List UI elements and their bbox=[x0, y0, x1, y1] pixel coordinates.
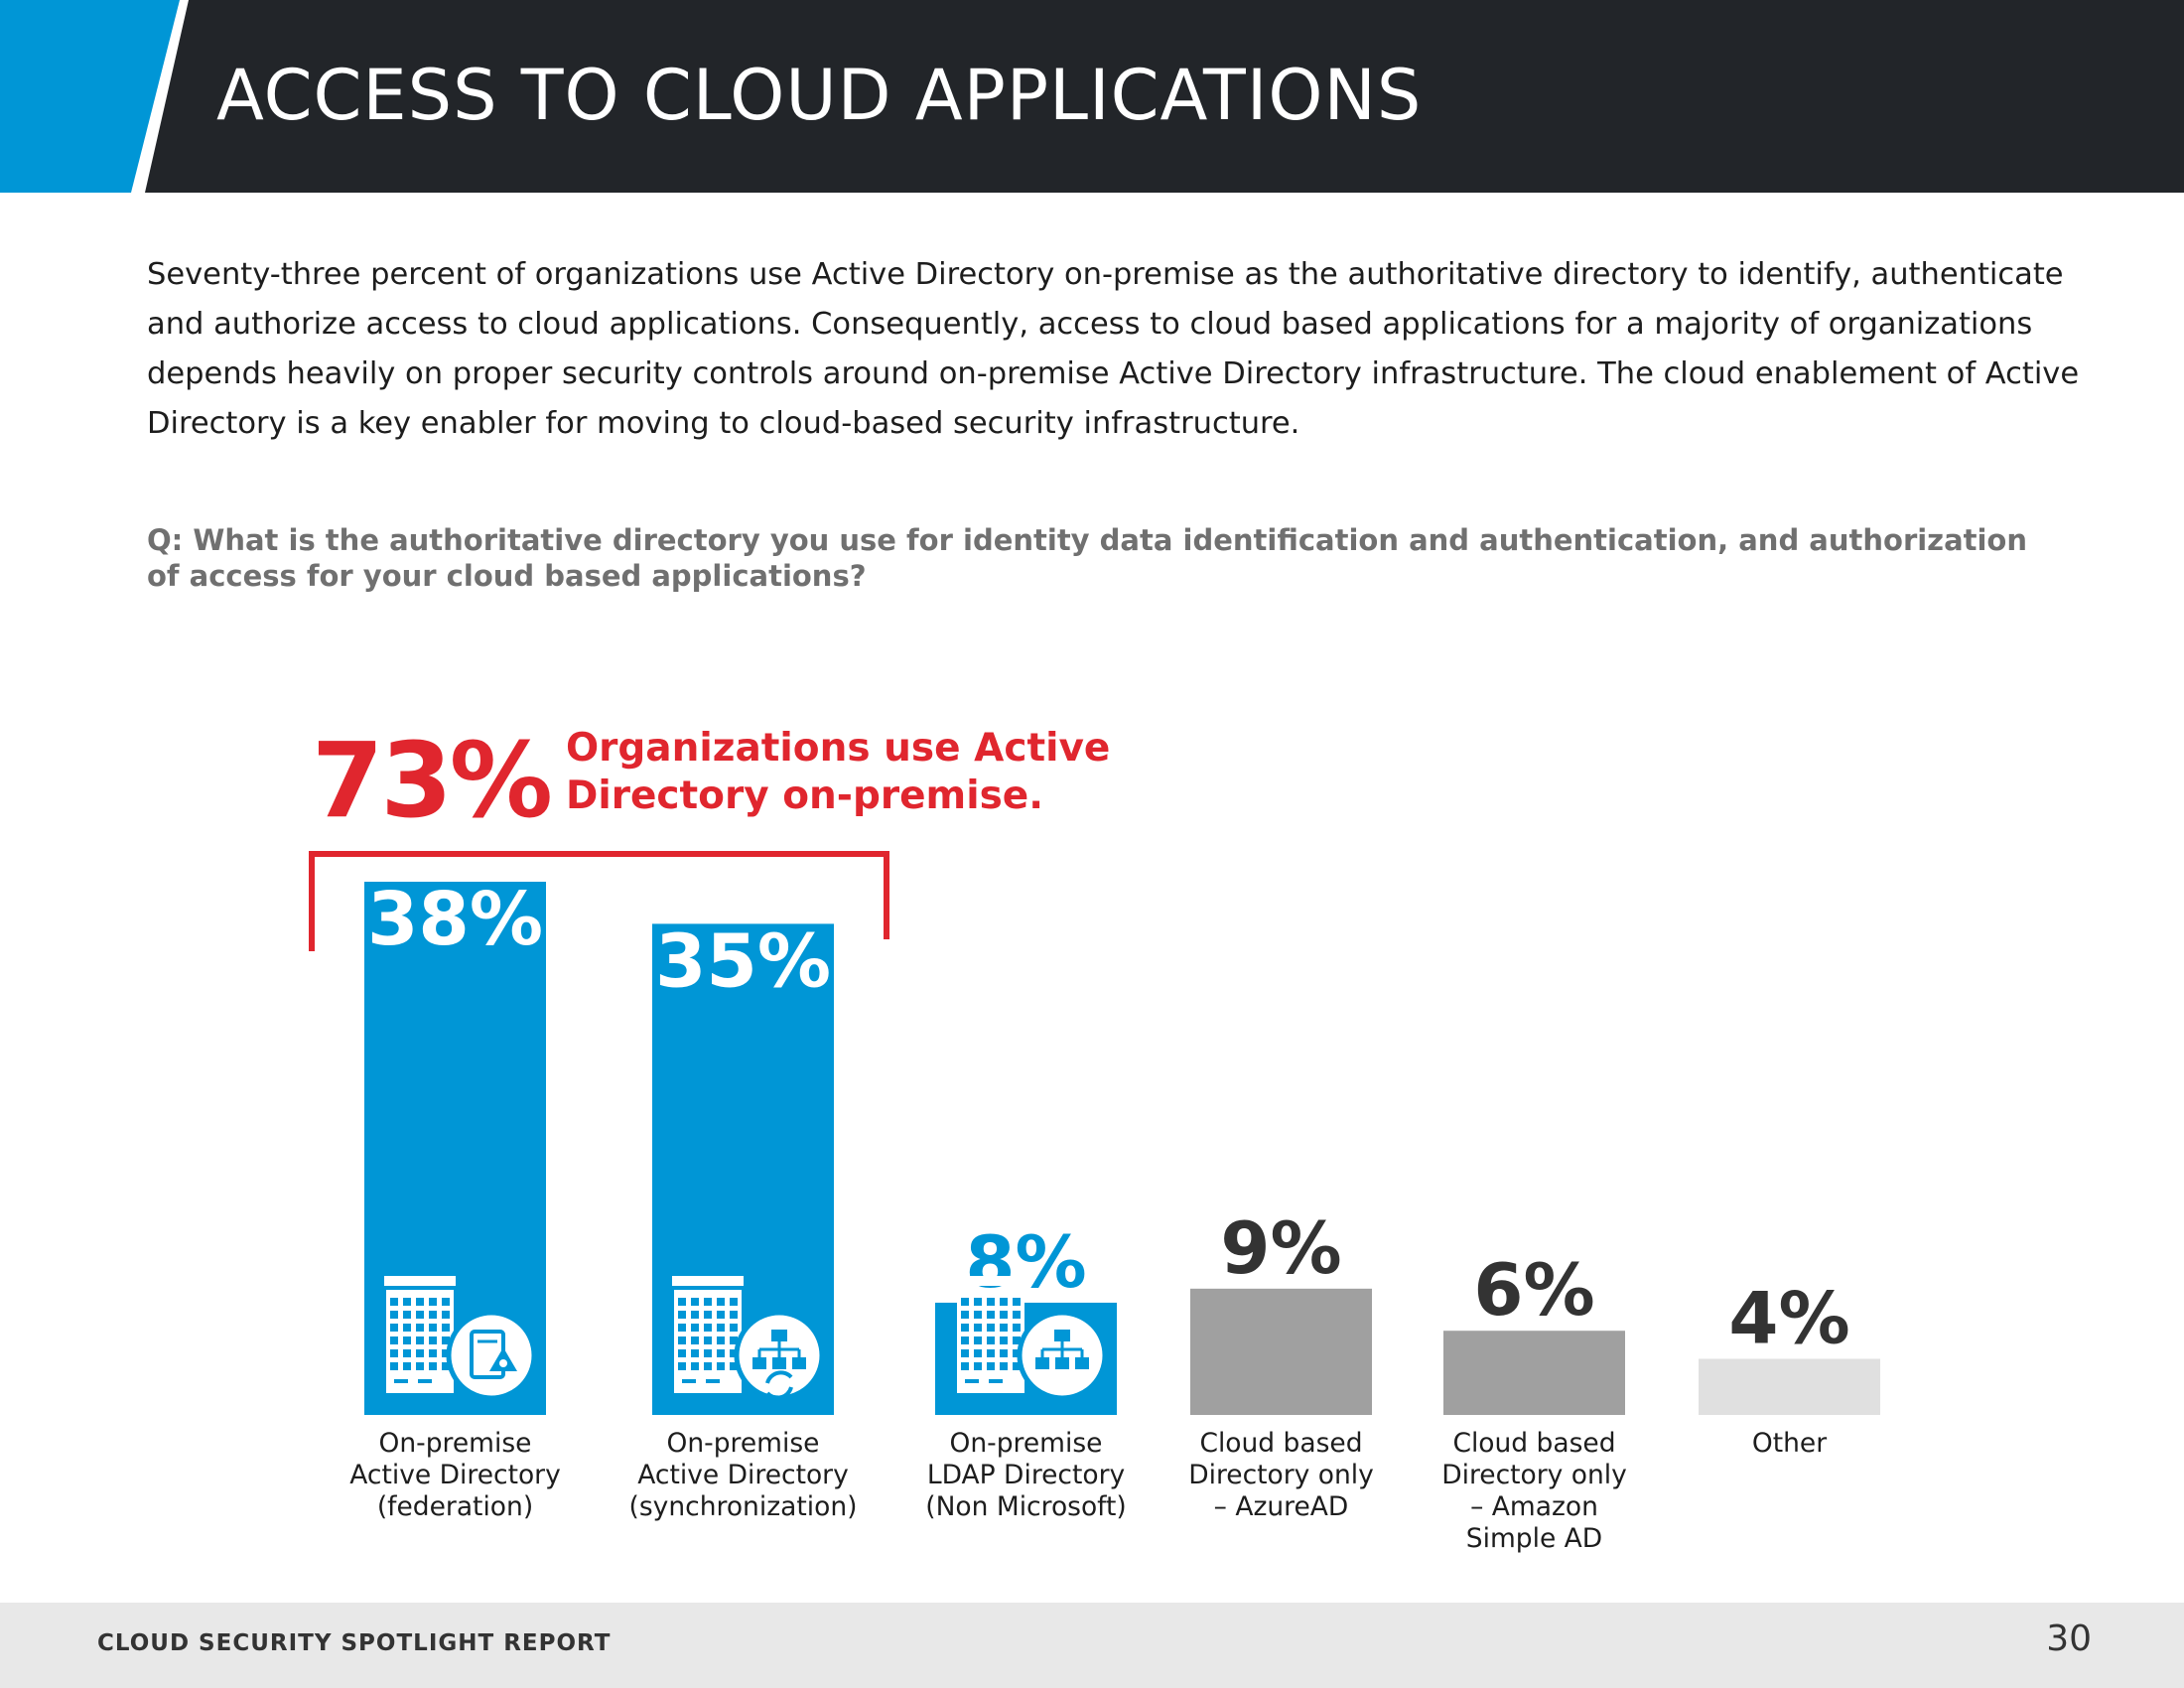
data-label-2: 8% bbox=[965, 1220, 1086, 1304]
data-label-3: 9% bbox=[1220, 1206, 1341, 1290]
data-label-1: 35% bbox=[655, 918, 831, 1004]
category-label-3-line-1: Directory only bbox=[1188, 1460, 1374, 1490]
building-network-icon bbox=[955, 1276, 1108, 1401]
page-header: ACCESS TO CLOUD APPLICATIONS bbox=[0, 0, 2184, 193]
page-number: 30 bbox=[2046, 1618, 2092, 1659]
category-label-4-line-1: Directory only bbox=[1441, 1460, 1627, 1490]
category-label-3-line-0: Cloud based bbox=[1199, 1428, 1362, 1459]
category-label-4-line-0: Cloud based bbox=[1452, 1428, 1615, 1459]
data-label-4: 6% bbox=[1473, 1248, 1594, 1332]
category-label-0-line-1: Active Directory bbox=[349, 1460, 561, 1490]
category-label-1-line-2: (synchronization) bbox=[629, 1491, 858, 1522]
category-label-4-line-3: Simple AD bbox=[1466, 1523, 1602, 1554]
data-label-0: 38% bbox=[367, 877, 543, 962]
bar-3 bbox=[1190, 1288, 1372, 1415]
bar-5 bbox=[1699, 1358, 1880, 1415]
header-title-bar bbox=[145, 0, 2184, 193]
intro-paragraph: Seventy-three percent of organizations u… bbox=[147, 257, 2080, 441]
page-footer: CLOUD SECURITY SPOTLIGHT REPORT 30 bbox=[0, 1603, 2184, 1688]
category-label-5-line-0: Other bbox=[1752, 1428, 1827, 1459]
callout-text: Organizations use Active Directory on-pr… bbox=[566, 726, 1111, 818]
category-label-4-line-2: – Amazon bbox=[1470, 1491, 1598, 1522]
category-label-2-line-2: (Non Microsoft) bbox=[925, 1491, 1127, 1522]
header-banner bbox=[0, 0, 2184, 193]
bar-4 bbox=[1443, 1331, 1625, 1415]
category-label-1-line-0: On-premise bbox=[667, 1428, 820, 1459]
category-label-2-line-0: On-premise bbox=[950, 1428, 1103, 1459]
category-label-1-line-1: Active Directory bbox=[637, 1460, 849, 1490]
page-title: ACCESS TO CLOUD APPLICATIONS bbox=[216, 55, 1423, 136]
category-label-0-line-2: (federation) bbox=[377, 1491, 533, 1522]
report-name: CLOUD SECURITY SPOTLIGHT REPORT bbox=[97, 1630, 612, 1656]
category-label-3-line-2: – AzureAD bbox=[1214, 1491, 1349, 1522]
category-label-0-line-0: On-premise bbox=[379, 1428, 532, 1459]
callout-bracket bbox=[309, 851, 889, 951]
callout-percentage: 73% bbox=[312, 720, 553, 841]
data-label-5: 4% bbox=[1728, 1276, 1849, 1359]
header-accent-stripe bbox=[0, 0, 180, 193]
building-sync-icon bbox=[672, 1276, 825, 1401]
survey-question: Q: What is the authoritative directory y… bbox=[147, 523, 2028, 593]
building-certificate-icon bbox=[384, 1276, 537, 1401]
category-label-2-line-1: LDAP Directory bbox=[927, 1460, 1125, 1490]
